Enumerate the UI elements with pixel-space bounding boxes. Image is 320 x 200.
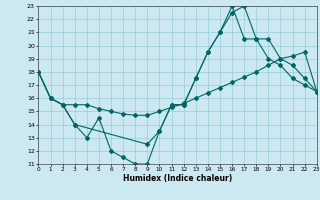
X-axis label: Humidex (Indice chaleur): Humidex (Indice chaleur) <box>123 174 232 183</box>
